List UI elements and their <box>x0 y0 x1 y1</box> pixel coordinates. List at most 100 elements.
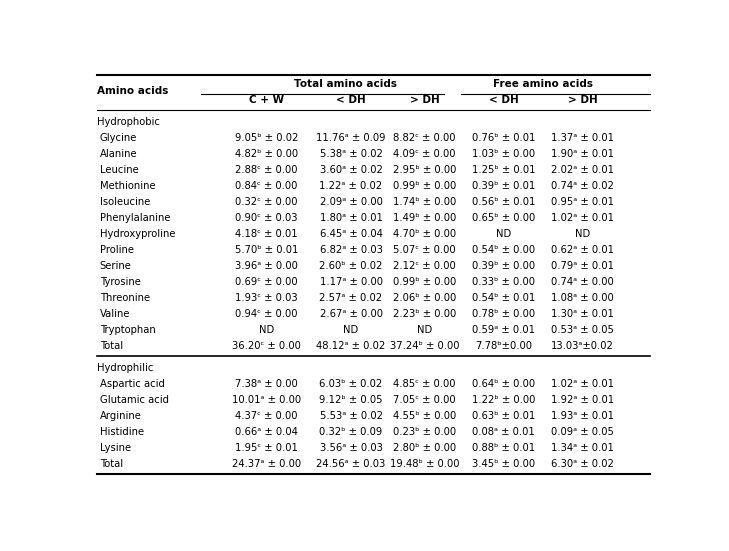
Text: 5.70ᵇ ± 0.01: 5.70ᵇ ± 0.01 <box>235 245 298 255</box>
Text: 0.64ᵇ ± 0.00: 0.64ᵇ ± 0.00 <box>472 379 535 388</box>
Text: 0.59ᵃ ± 0.01: 0.59ᵃ ± 0.01 <box>472 325 535 335</box>
Text: Free amino acids: Free amino acids <box>493 79 593 89</box>
Text: 1.93ᶜ ± 0.03: 1.93ᶜ ± 0.03 <box>235 293 297 303</box>
Text: 1.25ᵇ ± 0.01: 1.25ᵇ ± 0.01 <box>472 165 535 175</box>
Text: Total: Total <box>100 459 122 469</box>
Text: 0.32ᵇ ± 0.09: 0.32ᵇ ± 0.09 <box>319 427 383 437</box>
Text: 1.17ᵃ ± 0.00: 1.17ᵃ ± 0.00 <box>319 277 383 287</box>
Text: ND: ND <box>575 229 590 239</box>
Text: 0.76ᵇ ± 0.01: 0.76ᵇ ± 0.01 <box>472 133 535 143</box>
Text: 0.94ᶜ ± 0.00: 0.94ᶜ ± 0.00 <box>235 309 297 319</box>
Text: 1.22ᵃ ± 0.02: 1.22ᵃ ± 0.02 <box>319 181 383 191</box>
Text: 0.88ᵇ ± 0.01: 0.88ᵇ ± 0.01 <box>472 443 535 453</box>
Text: < DH: < DH <box>336 95 366 105</box>
Text: 0.09ᵃ ± 0.05: 0.09ᵃ ± 0.05 <box>551 427 614 437</box>
Text: 10.01ᵃ ± 0.00: 10.01ᵃ ± 0.00 <box>232 395 301 405</box>
Text: 0.53ᵃ ± 0.05: 0.53ᵃ ± 0.05 <box>551 325 614 335</box>
Text: 0.39ᵇ ± 0.01: 0.39ᵇ ± 0.01 <box>472 181 535 191</box>
Text: 2.06ᵇ ± 0.00: 2.06ᵇ ± 0.00 <box>393 293 456 303</box>
Text: 4.85ᶜ ± 0.00: 4.85ᶜ ± 0.00 <box>393 379 456 388</box>
Text: Tyrosine: Tyrosine <box>100 277 141 287</box>
Text: 7.78ᵇ±0.00: 7.78ᵇ±0.00 <box>475 341 532 352</box>
Text: 0.08ᵃ ± 0.01: 0.08ᵃ ± 0.01 <box>472 427 535 437</box>
Text: 1.49ᵇ ± 0.00: 1.49ᵇ ± 0.00 <box>393 213 456 223</box>
Text: Amino acids: Amino acids <box>97 87 168 96</box>
Text: Hydroxyproline: Hydroxyproline <box>100 229 175 239</box>
Text: 1.90ᵃ ± 0.01: 1.90ᵃ ± 0.01 <box>551 149 614 159</box>
Text: 0.78ᵇ ± 0.00: 0.78ᵇ ± 0.00 <box>472 309 535 319</box>
Text: 1.80ᵃ ± 0.01: 1.80ᵃ ± 0.01 <box>319 213 383 223</box>
Text: 19.48ᵇ ± 0.00: 19.48ᵇ ± 0.00 <box>390 459 459 469</box>
Text: 0.79ᵃ ± 0.01: 0.79ᵃ ± 0.01 <box>551 261 614 271</box>
Text: 0.63ᵇ ± 0.01: 0.63ᵇ ± 0.01 <box>472 411 535 421</box>
Text: 9.12ᵇ ± 0.05: 9.12ᵇ ± 0.05 <box>319 395 383 405</box>
Text: 2.88ᶜ ± 0.00: 2.88ᶜ ± 0.00 <box>235 165 297 175</box>
Text: 4.82ᵇ ± 0.00: 4.82ᵇ ± 0.00 <box>235 149 298 159</box>
Text: 0.54ᵇ ± 0.01: 0.54ᵇ ± 0.01 <box>472 293 535 303</box>
Text: Phenylalanine: Phenylalanine <box>100 213 170 223</box>
Text: > DH: > DH <box>568 95 598 105</box>
Text: Glycine: Glycine <box>100 133 137 143</box>
Text: 0.84ᶜ ± 0.00: 0.84ᶜ ± 0.00 <box>235 181 297 191</box>
Text: 0.74ᵃ ± 0.00: 0.74ᵃ ± 0.00 <box>551 277 614 287</box>
Text: 0.95ᵃ ± 0.01: 0.95ᵃ ± 0.01 <box>551 197 614 207</box>
Text: 0.54ᵇ ± 0.00: 0.54ᵇ ± 0.00 <box>472 245 535 255</box>
Text: 1.02ᵃ ± 0.01: 1.02ᵃ ± 0.01 <box>551 213 614 223</box>
Text: Leucine: Leucine <box>100 165 139 175</box>
Text: Histidine: Histidine <box>100 427 144 437</box>
Text: < DH: < DH <box>488 95 518 105</box>
Text: 1.34ᵃ ± 0.01: 1.34ᵃ ± 0.01 <box>551 443 614 453</box>
Text: 0.23ᵇ ± 0.00: 0.23ᵇ ± 0.00 <box>393 427 456 437</box>
Text: 36.20ᶜ ± 0.00: 36.20ᶜ ± 0.00 <box>232 341 300 352</box>
Text: Lysine: Lysine <box>100 443 130 453</box>
Text: 0.33ᵇ ± 0.00: 0.33ᵇ ± 0.00 <box>472 277 535 287</box>
Text: Tryptophan: Tryptophan <box>100 325 155 335</box>
Text: 4.55ᵇ ± 0.00: 4.55ᵇ ± 0.00 <box>393 411 456 421</box>
Text: > DH: > DH <box>410 95 440 105</box>
Text: 1.22ᵇ ± 0.00: 1.22ᵇ ± 0.00 <box>472 395 535 405</box>
Text: Hydrophilic: Hydrophilic <box>97 363 153 372</box>
Text: ND: ND <box>496 229 511 239</box>
Text: 1.95ᶜ ± 0.01: 1.95ᶜ ± 0.01 <box>235 443 297 453</box>
Text: 2.02ᵃ ± 0.01: 2.02ᵃ ± 0.01 <box>551 165 614 175</box>
Text: 2.23ᵇ ± 0.00: 2.23ᵇ ± 0.00 <box>393 309 456 319</box>
Text: Hydrophobic: Hydrophobic <box>97 117 160 127</box>
Text: 3.96ᵃ ± 0.00: 3.96ᵃ ± 0.00 <box>235 261 297 271</box>
Text: 4.70ᵇ ± 0.00: 4.70ᵇ ± 0.00 <box>393 229 456 239</box>
Text: 0.32ᶜ ± 0.00: 0.32ᶜ ± 0.00 <box>235 197 297 207</box>
Text: 1.02ᵃ ± 0.01: 1.02ᵃ ± 0.01 <box>551 379 614 388</box>
Text: 0.90ᶜ ± 0.03: 0.90ᶜ ± 0.03 <box>235 213 297 223</box>
Text: 1.92ᵃ ± 0.01: 1.92ᵃ ± 0.01 <box>551 395 615 405</box>
Text: 9.05ᵇ ± 0.02: 9.05ᵇ ± 0.02 <box>235 133 298 143</box>
Text: 6.30ᵃ ± 0.02: 6.30ᵃ ± 0.02 <box>551 459 614 469</box>
Text: C + W: C + W <box>249 95 284 105</box>
Text: 7.38ᵃ ± 0.00: 7.38ᵃ ± 0.00 <box>235 379 297 388</box>
Text: 0.56ᵇ ± 0.01: 0.56ᵇ ± 0.01 <box>472 197 535 207</box>
Text: 24.37ᵃ ± 0.00: 24.37ᵃ ± 0.00 <box>232 459 301 469</box>
Text: 3.56ᵃ ± 0.03: 3.56ᵃ ± 0.03 <box>319 443 383 453</box>
Text: 0.99ᵇ ± 0.00: 0.99ᵇ ± 0.00 <box>393 277 456 287</box>
Text: Total: Total <box>100 341 122 352</box>
Text: 3.45ᵇ ± 0.00: 3.45ᵇ ± 0.00 <box>472 459 535 469</box>
Text: 2.60ᵇ ± 0.02: 2.60ᵇ ± 0.02 <box>319 261 383 271</box>
Text: Valine: Valine <box>100 309 130 319</box>
Text: 0.62ᵃ ± 0.01: 0.62ᵃ ± 0.01 <box>551 245 614 255</box>
Text: 7.05ᶜ ± 0.00: 7.05ᶜ ± 0.00 <box>393 395 456 405</box>
Text: Proline: Proline <box>100 245 133 255</box>
Text: 0.65ᵇ ± 0.00: 0.65ᵇ ± 0.00 <box>472 213 535 223</box>
Text: 2.12ᶜ ± 0.00: 2.12ᶜ ± 0.00 <box>393 261 456 271</box>
Text: 4.09ᶜ ± 0.00: 4.09ᶜ ± 0.00 <box>393 149 456 159</box>
Text: 8.82ᶜ ± 0.00: 8.82ᶜ ± 0.00 <box>393 133 456 143</box>
Text: Total amino acids: Total amino acids <box>294 79 397 89</box>
Text: 3.60ᵃ ± 0.02: 3.60ᵃ ± 0.02 <box>319 165 383 175</box>
Text: Aspartic acid: Aspartic acid <box>100 379 165 388</box>
Text: 1.93ᵃ ± 0.01: 1.93ᵃ ± 0.01 <box>551 411 614 421</box>
Text: 1.37ᵃ ± 0.01: 1.37ᵃ ± 0.01 <box>551 133 614 143</box>
Text: 1.08ᵃ ± 0.00: 1.08ᵃ ± 0.00 <box>551 293 614 303</box>
Text: Glutamic acid: Glutamic acid <box>100 395 168 405</box>
Text: 1.74ᵇ ± 0.00: 1.74ᵇ ± 0.00 <box>393 197 456 207</box>
Text: 0.69ᶜ ± 0.00: 0.69ᶜ ± 0.00 <box>235 277 297 287</box>
Text: 13.03ᵃ±0.02: 13.03ᵃ±0.02 <box>551 341 614 352</box>
Text: 2.67ᵃ ± 0.00: 2.67ᵃ ± 0.00 <box>319 309 383 319</box>
Text: Methionine: Methionine <box>100 181 155 191</box>
